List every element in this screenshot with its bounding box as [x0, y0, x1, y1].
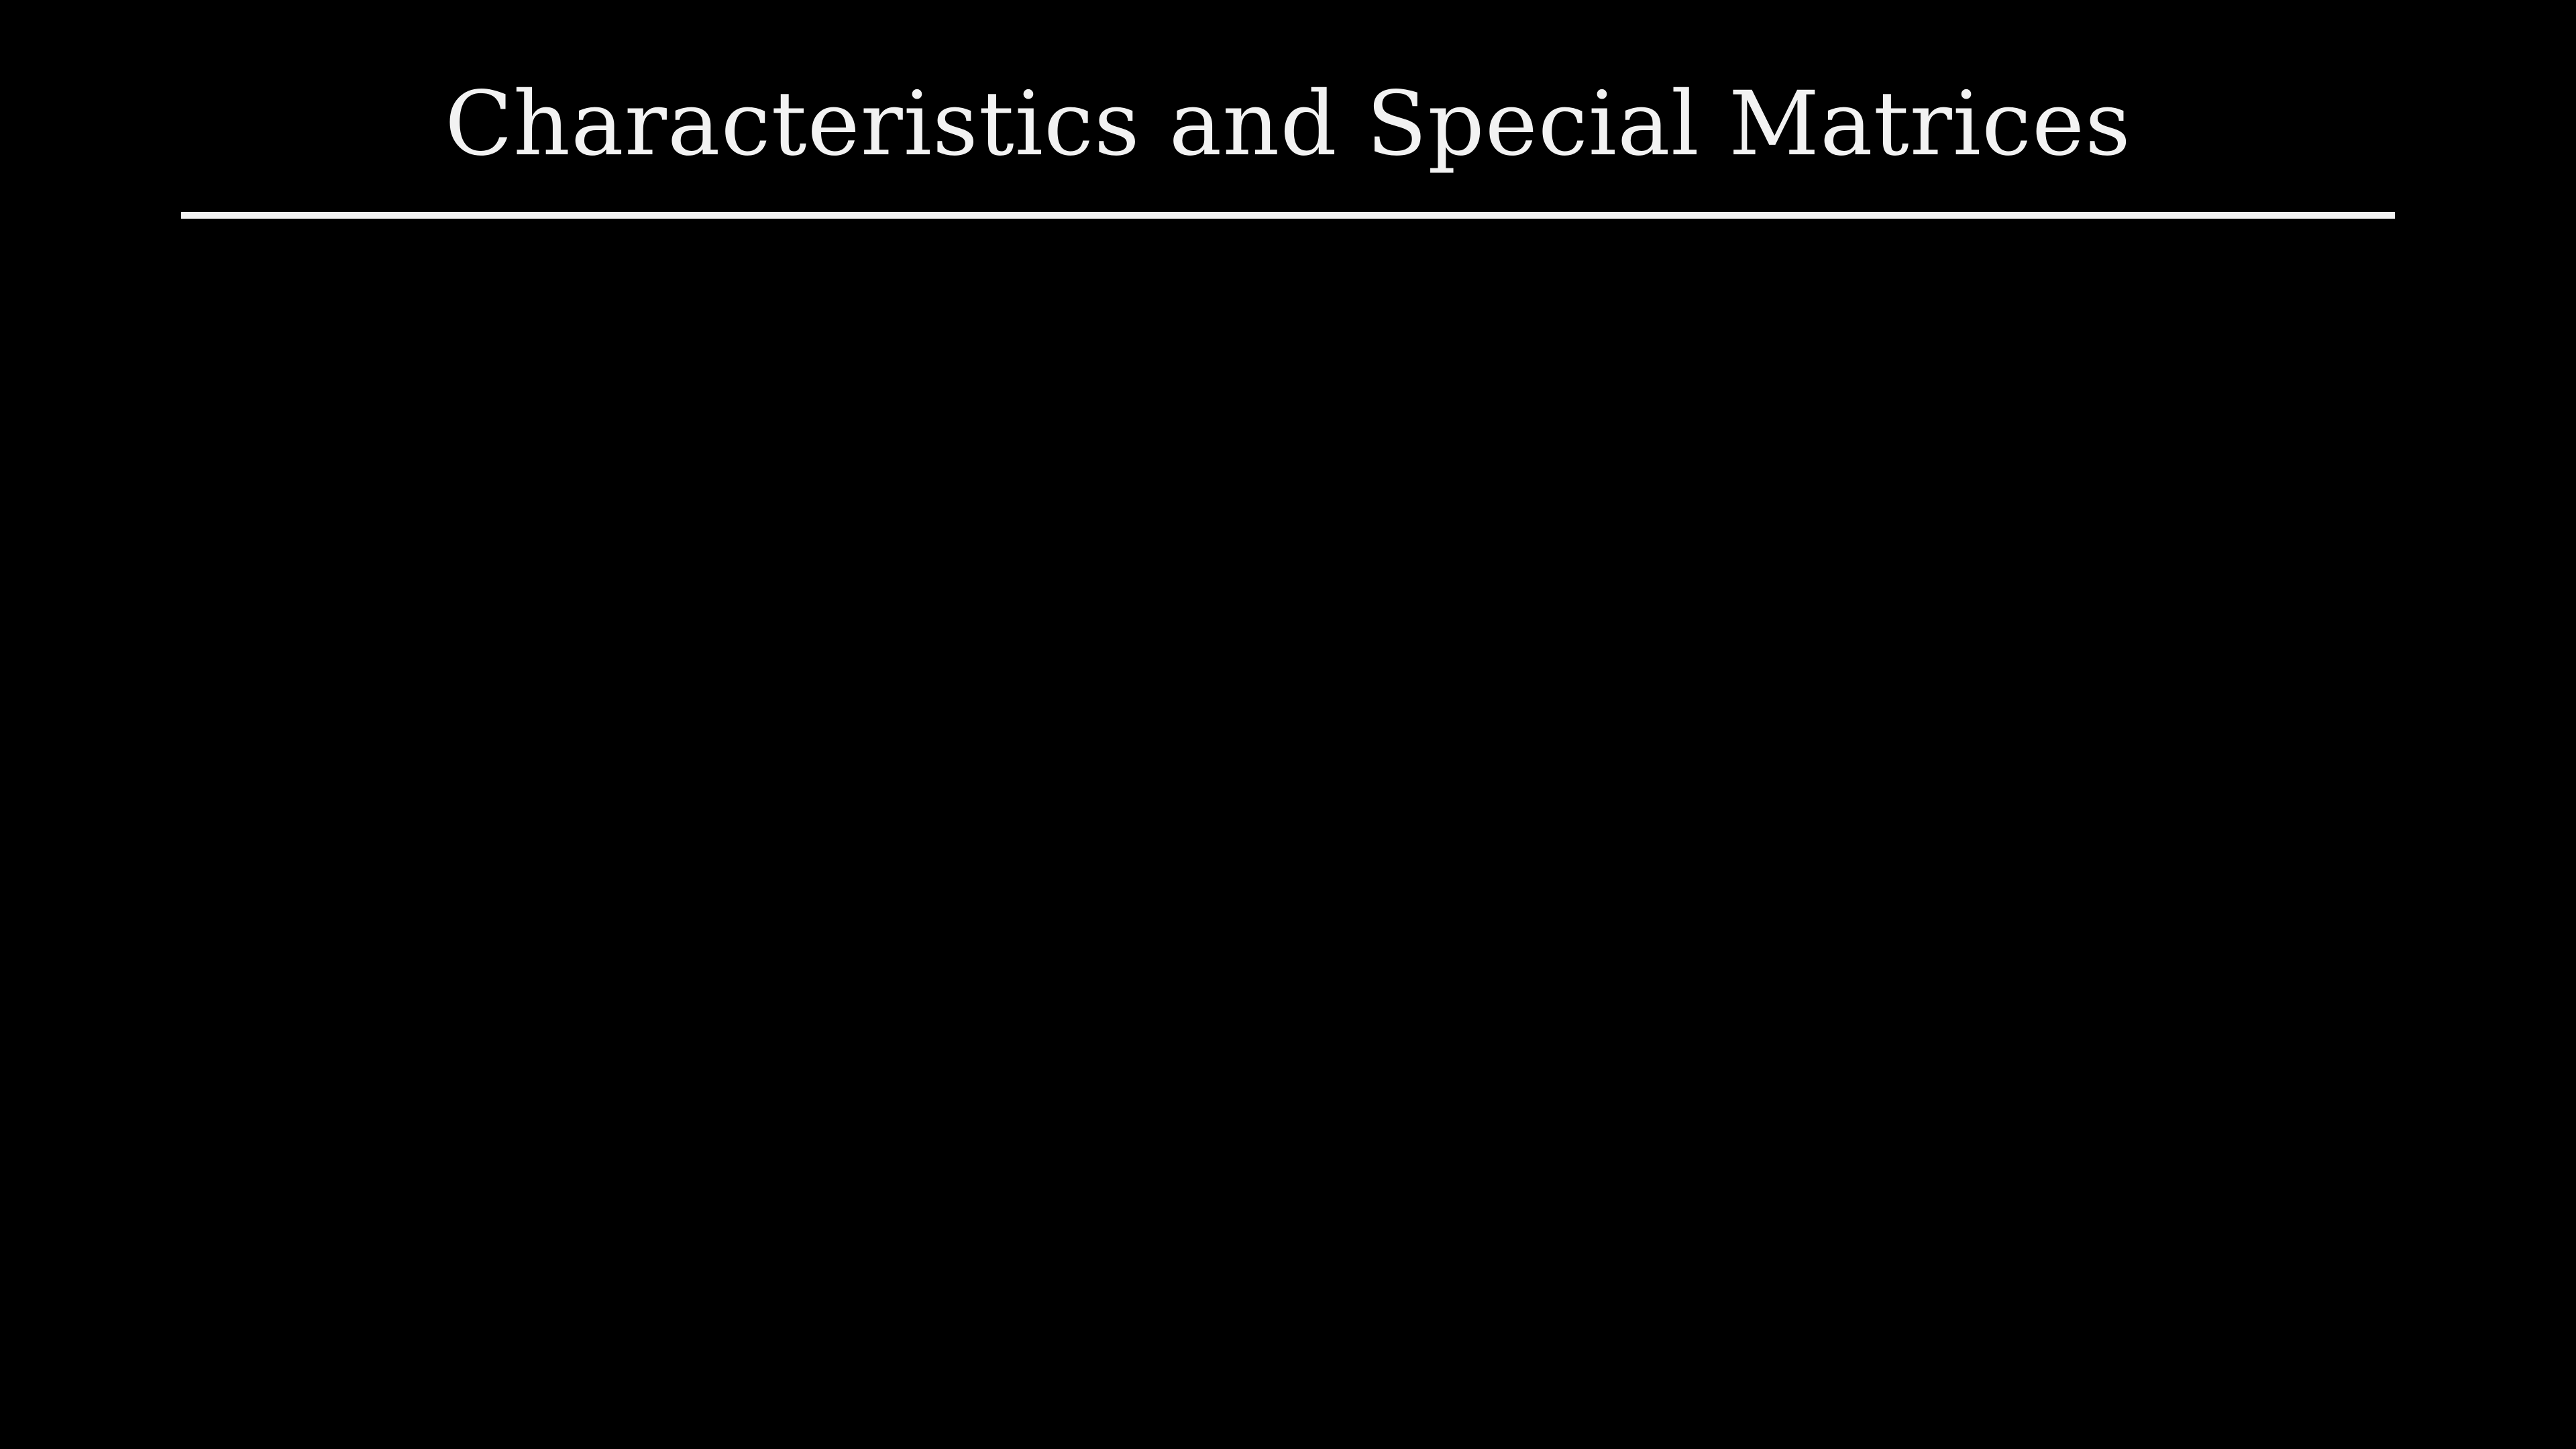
slide-content-area	[181, 241, 2395, 1382]
slide-title: Characteristics and Special Matrices	[445, 72, 2131, 176]
title-underline	[181, 212, 2395, 219]
